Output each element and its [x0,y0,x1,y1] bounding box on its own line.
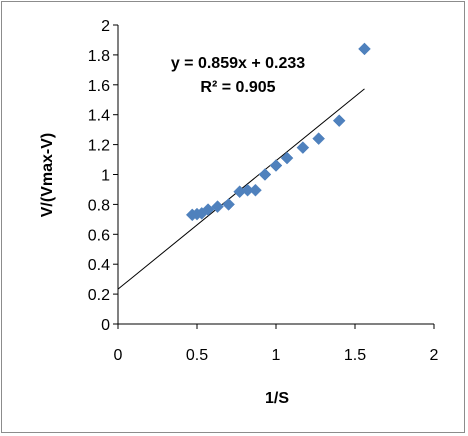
data-point-diamond [258,168,272,181]
data-point-diamond [269,159,283,172]
x-tick-label: 0.5 [186,347,208,364]
y-tick-label: 1.6 [88,78,110,95]
y-tick-label: 1.8 [88,48,110,65]
data-point-diamond [211,200,224,213]
x-tick-label: 0 [114,347,123,364]
data-points [185,42,371,222]
y-tick-label: 1.2 [88,138,110,155]
x-axis-title: 1/S [265,390,289,407]
data-point-diamond [249,183,262,197]
x-tick-label: 2 [430,347,439,364]
data-point-diamond [222,198,235,211]
r-squared-label: R² = 0.905 [200,79,275,96]
y-axis-title: V/(Vmax-V) [39,133,56,217]
y-tick-label: 0.4 [88,257,110,274]
x-tick-label: 1 [272,347,281,364]
y-ticks: 0 0.2 0.4 0.6 0.8 1 1.2 1.4 1.6 1.8 2 [88,18,118,334]
y-tick-label: 2 [101,18,110,35]
data-point-diamond [201,203,215,216]
data-point-diamond [280,151,294,165]
y-tick-label: 1 [101,168,110,185]
y-tick-label: 0.2 [88,287,110,304]
trendline-equation: y = 0.859x + 0.233 [171,55,305,72]
y-tick-label: 0.8 [88,197,110,214]
y-tick-label: 1.4 [88,108,110,125]
y-tick-label: 0 [101,317,110,334]
data-point-diamond [332,114,346,128]
x-tick-label: 1.5 [344,347,366,364]
data-point-diamond [312,132,326,145]
data-point-diamond [296,141,310,154]
data-point-diamond [358,42,371,56]
y-tick-label: 0.6 [88,227,110,244]
x-ticks: 0 0.5 1 1.5 2 [114,324,439,364]
